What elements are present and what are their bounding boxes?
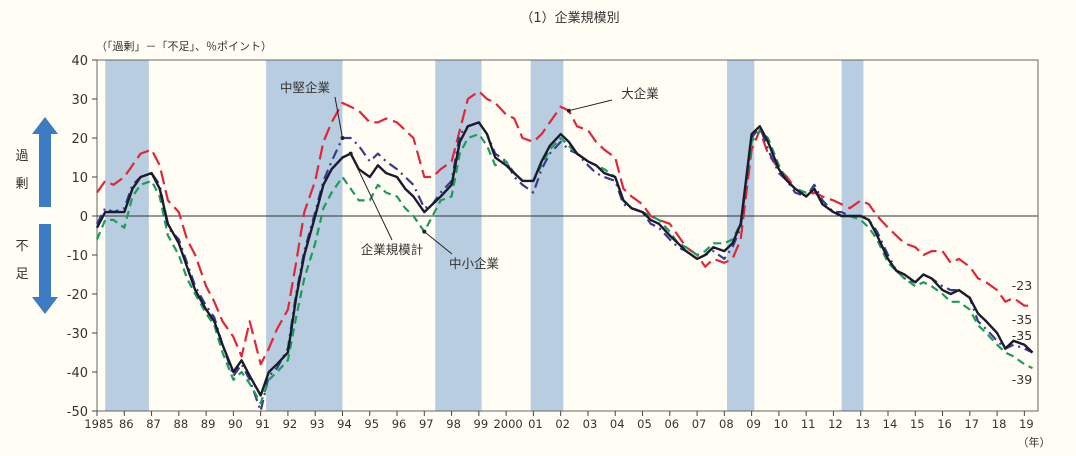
x-tick-label: 92 <box>283 417 298 431</box>
x-tick-label: 87 <box>146 417 161 431</box>
callout-arrowhead-icon <box>566 108 571 113</box>
x-tick-label: 06 <box>664 417 679 431</box>
x-tick-label: 17 <box>964 417 979 431</box>
recession-band-1 <box>266 60 343 411</box>
callout-arrowhead-icon <box>422 229 427 234</box>
callout-arrowhead-icon <box>348 151 353 156</box>
plot-frame <box>96 59 1039 412</box>
recession-bands <box>105 60 864 411</box>
y-tick-label: 20 <box>71 132 88 147</box>
x-tick-label: 09 <box>746 417 761 431</box>
callout-label: 企業規模計 <box>361 242 424 257</box>
x-tick-label: 95 <box>364 417 379 431</box>
x-tick-label: 07 <box>692 417 707 431</box>
side-label-shortage-2: 足 <box>15 267 28 282</box>
y-tick-label: -30 <box>67 327 88 342</box>
x-tick-label: 05 <box>637 417 652 431</box>
x-tick-label: 89 <box>201 417 216 431</box>
x-tick-label: 11 <box>801 417 816 431</box>
chart-title: （1）企業規模別 <box>520 10 619 26</box>
x-tick-label: 86 <box>119 417 134 431</box>
y-tick-label: -10 <box>67 249 88 264</box>
x-tick-label: 99 <box>474 417 489 431</box>
callout-pointer <box>423 231 453 255</box>
recession-band-3 <box>530 60 564 411</box>
x-tick-label: 2000 <box>493 417 522 431</box>
x-tick-label: 90 <box>228 417 243 431</box>
y-tick-label: 0 <box>80 210 88 225</box>
recession-band-2 <box>435 60 482 411</box>
callout-label: 中小企業 <box>449 256 500 271</box>
callout-label: 大企業 <box>621 86 659 101</box>
x-tick-label: 88 <box>174 417 189 431</box>
callout-label: 中堅企業 <box>280 80 331 95</box>
side-label-excess-2: 剰 <box>15 177 28 192</box>
series-line-2 <box>95 129 1033 405</box>
x-tick-label: 08 <box>719 417 734 431</box>
y-axis-label: （「過剰」－「不足」、％ポイント） <box>96 40 272 53</box>
end-value-label: -35 <box>1012 328 1032 343</box>
series-line-0 <box>96 90 1033 366</box>
x-tick-label: 97 <box>419 417 434 431</box>
x-tick-label: 01 <box>528 417 543 431</box>
y-tick-label: -50 <box>67 405 88 420</box>
y-tick-label: 40 <box>71 54 88 69</box>
end-value-label: -35 <box>1012 312 1032 327</box>
x-tick-label: 1985 <box>84 417 113 431</box>
x-tick-label: 93 <box>310 417 325 431</box>
side-label-excess-1: 過 <box>15 149 28 164</box>
x-tick-label: 02 <box>555 417 570 431</box>
recession-band-5 <box>841 60 864 411</box>
y-axis: 40 30 20 10 0 -10 -20 -30 -40 -50 <box>67 54 97 420</box>
side-label-shortage-1: 不 <box>15 239 28 254</box>
series-lines <box>95 90 1034 413</box>
callout-pointer <box>350 153 393 241</box>
callout-pointer <box>568 99 613 112</box>
series-line-3 <box>95 121 1034 397</box>
x-tick-label: 14 <box>883 417 898 431</box>
x-tick-label: 10 <box>774 417 789 431</box>
x-tick-label: 91 <box>255 417 270 431</box>
x-axis: 1985 86 87 88 89 90 91 92 93 94 95 96 97 98 99 2000 01 02… <box>84 411 1034 431</box>
end-value-label: -23 <box>1012 278 1032 293</box>
end-value-labels: -23 -35-35 -39 <box>1012 278 1032 387</box>
callout-pointer <box>334 96 343 139</box>
y-tick-label: 30 <box>71 93 88 108</box>
callout-arrowhead-icon <box>340 136 345 140</box>
x-tick-label: 98 <box>446 417 461 431</box>
x-tick-label: 18 <box>992 417 1007 431</box>
x-tick-label: 16 <box>937 417 952 431</box>
x-axis-unit-label: （年） <box>1018 435 1051 449</box>
plot-border <box>96 59 1039 412</box>
x-tick-label: 12 <box>828 417 843 431</box>
x-tick-label: 96 <box>392 417 407 431</box>
recession-band-0 <box>105 60 149 411</box>
y-tick-label: -40 <box>67 366 88 381</box>
x-tick-label: 03 <box>583 417 598 431</box>
x-tick-label: 04 <box>610 417 625 431</box>
x-tick-label: 13 <box>855 417 870 431</box>
x-tick-label: 19 <box>1019 417 1034 431</box>
excess-arrow-icon <box>32 117 58 207</box>
shortage-arrow-icon <box>32 224 58 314</box>
y-tick-label: 10 <box>71 171 88 186</box>
x-tick-label: 94 <box>337 417 352 431</box>
x-tick-label: 15 <box>910 417 925 431</box>
side-indicator: 過 剰 不 足 <box>15 117 58 314</box>
y-tick-label: -20 <box>67 288 88 303</box>
end-value-label: -39 <box>1012 372 1032 387</box>
